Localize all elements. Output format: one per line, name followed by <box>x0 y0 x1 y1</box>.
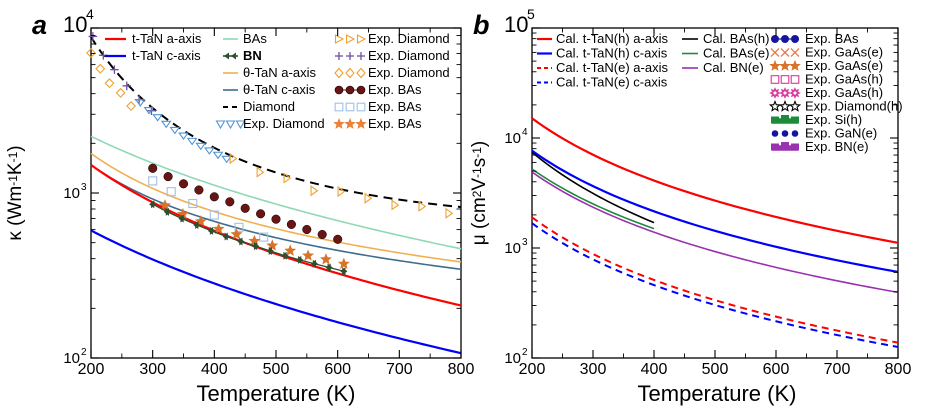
svg-text:Cal. BN(e): Cal. BN(e) <box>703 60 764 75</box>
svg-text:5: 5 <box>527 6 535 22</box>
svg-text:200: 200 <box>78 361 105 378</box>
svg-text:300: 300 <box>580 361 607 378</box>
svg-text:10: 10 <box>504 240 521 257</box>
svg-text:4: 4 <box>522 127 528 138</box>
svg-text:θ-TaN a-axis: θ-TaN a-axis <box>243 65 316 80</box>
svg-text:Temperature (K): Temperature (K) <box>197 381 356 406</box>
svg-text:Cal. t-TaN(h) c-axis: Cal. t-TaN(h) c-axis <box>556 46 668 61</box>
svg-text:800: 800 <box>885 361 912 378</box>
svg-text:3: 3 <box>81 182 87 193</box>
svg-text:a: a <box>32 10 47 40</box>
svg-text:2: 2 <box>81 347 87 358</box>
svg-text:θ-TaN c-axis: θ-TaN c-axis <box>243 82 316 97</box>
svg-text:Exp. Diamond: Exp. Diamond <box>368 48 450 63</box>
svg-text:Exp. Diamond: Exp. Diamond <box>368 31 450 46</box>
svg-text:10: 10 <box>504 130 521 147</box>
svg-text:b: b <box>473 10 490 40</box>
svg-text:600: 600 <box>324 361 351 378</box>
svg-text:10: 10 <box>63 12 87 37</box>
svg-text:Cal. t-TaN(h) a-axis: Cal. t-TaN(h) a-axis <box>556 31 668 46</box>
svg-text:Cal. t-TaN(e) c-axis: Cal. t-TaN(e) c-axis <box>556 75 668 90</box>
svg-text:Exp. BAs: Exp. BAs <box>368 116 422 131</box>
svg-text:Exp. BN(e): Exp. BN(e) <box>805 139 869 154</box>
svg-text:500: 500 <box>702 361 729 378</box>
svg-text:Temperature (K): Temperature (K) <box>638 381 797 406</box>
svg-text:2: 2 <box>522 347 528 358</box>
svg-text:600: 600 <box>763 361 790 378</box>
svg-text:Diamond: Diamond <box>243 99 295 114</box>
svg-text:500: 500 <box>263 361 290 378</box>
svg-text:300: 300 <box>139 361 166 378</box>
svg-text:Exp. BAs: Exp. BAs <box>368 82 422 97</box>
svg-text:800: 800 <box>448 361 475 378</box>
svg-text:BN: BN <box>243 48 262 63</box>
svg-text:t-TaN a-axis: t-TaN a-axis <box>132 31 202 46</box>
svg-text:Exp. Diamond: Exp. Diamond <box>243 116 325 131</box>
svg-text:10: 10 <box>504 12 528 37</box>
svg-text:200: 200 <box>519 361 546 378</box>
svg-text:700: 700 <box>386 361 413 378</box>
svg-text:10: 10 <box>63 185 80 202</box>
svg-text:Exp. Diamond: Exp. Diamond <box>368 65 450 80</box>
svg-text:4: 4 <box>86 6 94 22</box>
svg-text:t-TaN c-axis: t-TaN c-axis <box>132 48 201 63</box>
svg-text:BAs: BAs <box>243 31 267 46</box>
svg-text:700: 700 <box>824 361 851 378</box>
svg-text:400: 400 <box>201 361 228 378</box>
svg-text:Cal. BAs(e): Cal. BAs(e) <box>703 46 769 61</box>
svg-text:400: 400 <box>641 361 668 378</box>
svg-text:Cal. t-TaN(e) a-axis: Cal. t-TaN(e) a-axis <box>556 60 668 75</box>
svg-text:Exp. BAs: Exp. BAs <box>368 99 422 114</box>
svg-text:3: 3 <box>522 237 528 248</box>
svg-text:Cal. BAs(h): Cal. BAs(h) <box>703 31 769 46</box>
